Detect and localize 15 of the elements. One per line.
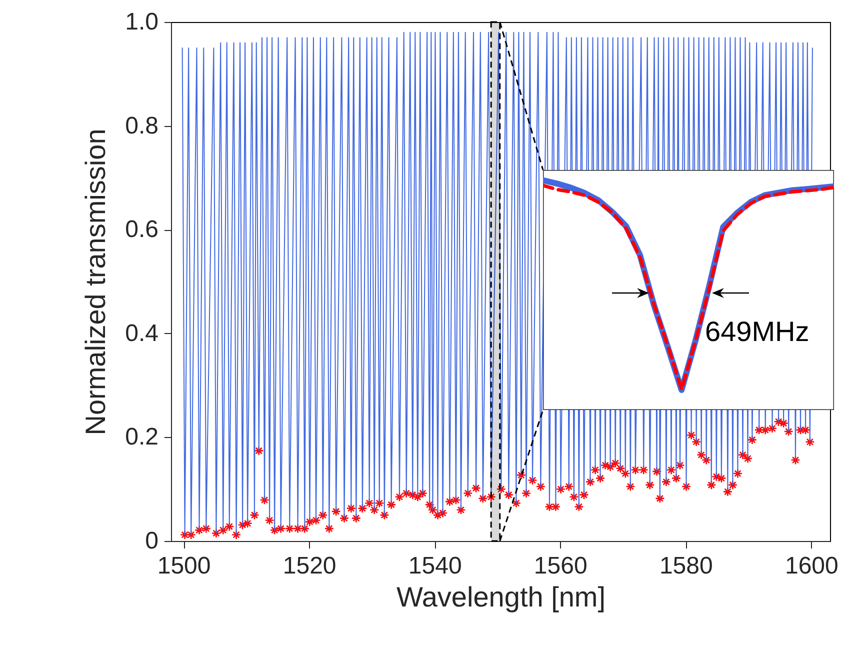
x-tick-label: 1580	[659, 552, 713, 580]
x-axis-title: Wavelength [nm]	[396, 582, 606, 612]
x-tick-label: 1520	[282, 552, 336, 580]
annotation: 649MHz	[705, 316, 810, 347]
x-tick-label: 1560	[534, 552, 588, 580]
y-tick-label: 0	[145, 528, 158, 554]
y-tick-label: 0.2	[125, 424, 158, 451]
y-tick-label: 1.0	[125, 8, 158, 36]
x-tick-label: 1600	[784, 552, 838, 580]
y-axis-title: Normalized transmission	[80, 128, 112, 436]
y-tick-label: 0.4	[125, 320, 158, 347]
y-tick-label: 0.8	[125, 112, 158, 140]
x-tick-label: 1540	[408, 552, 462, 580]
x-tick-label: 1500	[157, 552, 211, 580]
y-tick-label: 0.6	[125, 216, 158, 244]
